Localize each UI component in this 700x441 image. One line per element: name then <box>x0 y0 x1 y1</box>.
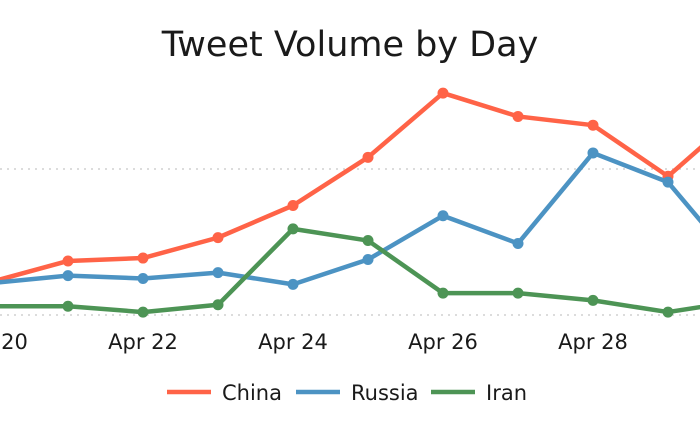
data-point <box>212 232 224 244</box>
data-point <box>512 110 524 122</box>
series-russia <box>0 147 700 290</box>
legend-label: Iran <box>486 381 527 405</box>
data-point <box>137 306 149 318</box>
data-point <box>437 287 449 299</box>
chart-title: Tweet Volume by Day <box>161 25 539 65</box>
x-tick-label: Apr 22 <box>108 330 178 354</box>
x-tick-label: Apr 26 <box>408 330 478 354</box>
data-point <box>212 299 224 311</box>
data-point <box>362 254 374 266</box>
data-point <box>587 147 599 159</box>
data-point <box>512 287 524 299</box>
data-point <box>587 119 599 131</box>
legend-item-russia: Russia <box>296 381 419 405</box>
data-point <box>287 200 299 211</box>
data-point <box>662 176 674 188</box>
data-point <box>137 273 149 284</box>
data-point <box>212 267 224 279</box>
data-point <box>62 255 74 267</box>
legend-item-iran: Iran <box>431 381 527 405</box>
data-point <box>662 306 674 318</box>
series-china <box>0 87 700 282</box>
data-point <box>512 237 524 249</box>
x-tick-label: Apr 24 <box>258 330 328 354</box>
x-axis-ticks: Apr 20 Apr 22 Apr 24 Apr 26 Apr 28 <box>0 330 628 354</box>
legend-label: Russia <box>351 381 419 405</box>
data-point <box>362 235 374 247</box>
gridlines <box>0 168 700 316</box>
x-tick-label: Apr 20 <box>0 330 28 354</box>
data-point <box>137 252 149 264</box>
x-tick-label: Apr 28 <box>558 330 628 354</box>
data-point <box>62 270 74 282</box>
series-layer <box>0 87 700 318</box>
legend-item-china: China <box>167 381 282 405</box>
data-point <box>437 87 449 99</box>
legend-label: China <box>222 381 282 405</box>
series-iran <box>0 223 700 318</box>
data-point <box>362 151 374 163</box>
data-point <box>587 294 599 306</box>
data-point <box>287 223 299 235</box>
data-point <box>62 300 74 312</box>
data-point <box>287 278 299 290</box>
data-point <box>437 210 449 222</box>
series-line <box>0 150 700 287</box>
legend: China Russia Iran <box>167 381 527 405</box>
